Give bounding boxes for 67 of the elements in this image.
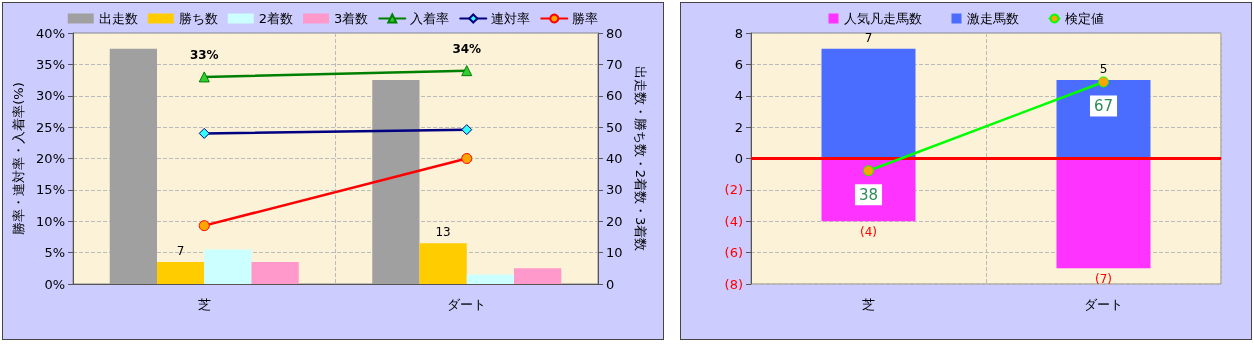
y-tick-label: 40% <box>36 25 65 41</box>
y2-tick-label: 50 <box>606 119 623 135</box>
data-label: 5 <box>1099 62 1108 77</box>
y-tick-label: 2 <box>734 119 743 135</box>
y-tick-label: 30% <box>36 88 65 104</box>
y2-tick-label: 30 <box>606 182 623 198</box>
bar <box>109 48 157 284</box>
bar <box>251 262 299 284</box>
bar <box>466 274 514 284</box>
y-tick-label: 10% <box>36 213 65 229</box>
data-label: 33% <box>189 48 219 63</box>
legend-label: 勝ち数 <box>178 11 218 26</box>
x-tick-label: ダート <box>447 297 487 312</box>
y2-tick-label: 10 <box>606 245 623 261</box>
point <box>198 220 210 232</box>
data-label: 34% <box>452 42 482 57</box>
data-label: (7) <box>1095 272 1112 287</box>
y-tick-label: (6) <box>724 245 743 261</box>
y-tick-label: (4) <box>724 213 743 229</box>
legend-label: 人気凡走馬数 <box>843 11 922 26</box>
y-tick-label: 8 <box>734 25 743 41</box>
legend-label: 勝率 <box>572 11 599 26</box>
y2-axis-title: 出走数・勝ち数・2着数・3着数 <box>633 65 648 252</box>
data-label: 13 <box>435 225 451 240</box>
y-tick-label: 4 <box>734 88 743 104</box>
y-tick-label: 25% <box>36 119 65 135</box>
legend-label: 3着数 <box>334 11 369 26</box>
y2-tick-label: 20 <box>606 213 623 229</box>
bar <box>1056 158 1151 269</box>
legend-label: 入着率 <box>410 11 450 26</box>
bar <box>419 243 467 284</box>
data-label: 38 <box>858 185 879 204</box>
y-tick-label: 15% <box>36 182 65 198</box>
y2-tick-label: 0 <box>606 276 615 292</box>
y-tick-label: 20% <box>36 151 65 166</box>
point <box>198 127 210 139</box>
bar <box>821 48 916 159</box>
x-tick-label: 芝 <box>197 297 211 312</box>
y-tick-label: 6 <box>734 56 743 72</box>
y-tick-label: 0 <box>734 151 743 166</box>
legend-label: 出走数 <box>98 11 138 26</box>
legend-label: 連対率 <box>491 11 531 26</box>
x-tick-label: ダート <box>1084 297 1123 312</box>
y-tick-label: 0% <box>44 276 65 292</box>
data-label: (4) <box>860 225 877 240</box>
y-axis-title: 勝率・連対率・入着率(%) <box>11 82 26 235</box>
x-tick-label: 芝 <box>862 297 875 312</box>
bar <box>372 80 420 284</box>
y-tick-label: 35% <box>36 56 65 72</box>
legend-label: 2着数 <box>258 11 294 26</box>
y2-tick-label: 40 <box>606 151 623 166</box>
bar <box>157 262 205 284</box>
y2-tick-label: 80 <box>606 25 623 41</box>
data-label: 7 <box>176 244 185 259</box>
data-label: 67 <box>1093 96 1114 115</box>
y-tick-label: (2) <box>724 182 743 198</box>
y2-tick-label: 60 <box>606 88 623 104</box>
bar <box>204 249 252 284</box>
legend-label: 激走馬数 <box>966 11 1019 26</box>
y-tick-label: 5% <box>44 245 65 261</box>
data-label: 7 <box>864 30 873 45</box>
bar <box>514 268 562 284</box>
y2-tick-label: 70 <box>606 56 623 72</box>
legend-label: 検定値 <box>1064 11 1104 26</box>
point <box>461 153 473 164</box>
point <box>461 124 473 136</box>
y-tick-label: (8) <box>724 276 743 292</box>
